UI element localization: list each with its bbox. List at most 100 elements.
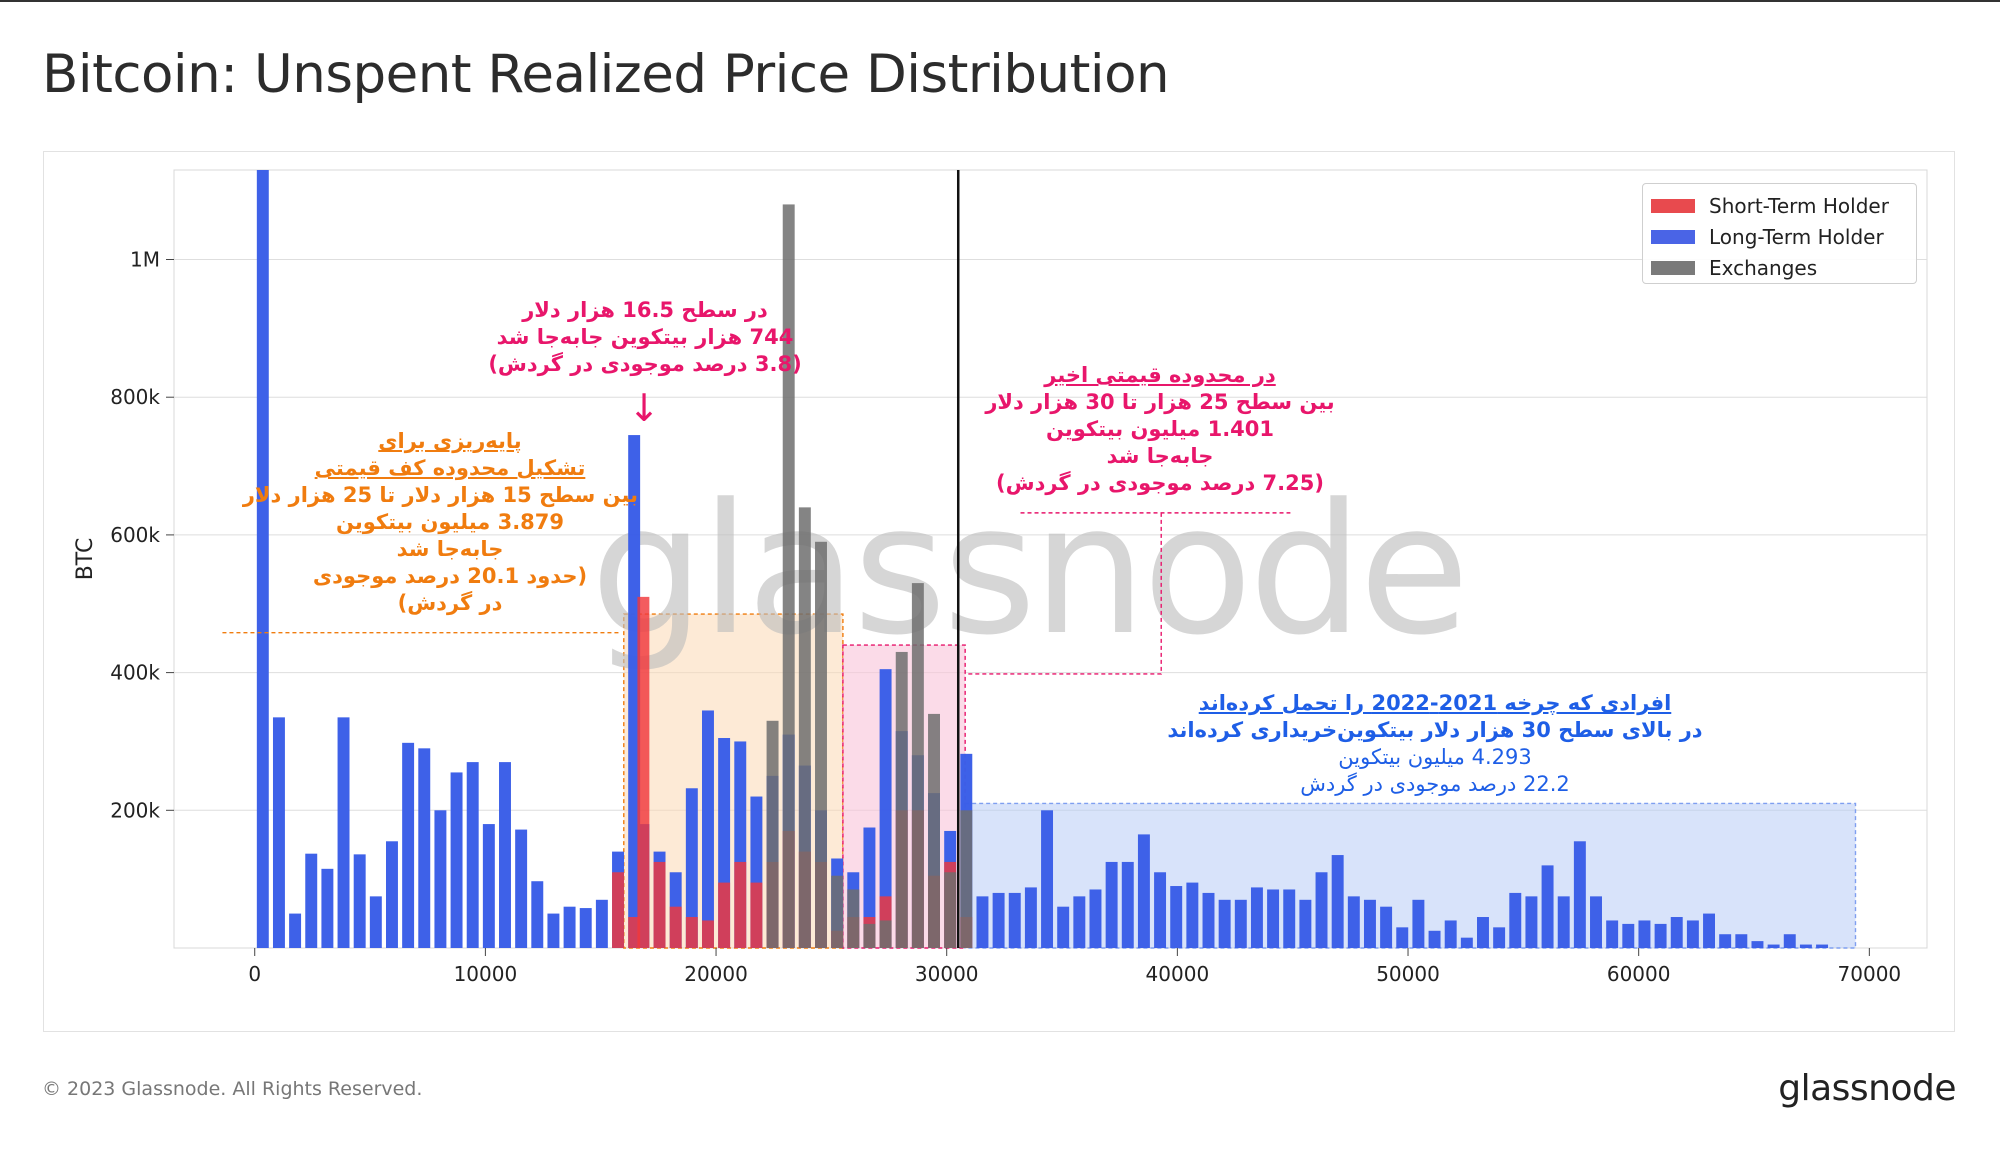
x-tick-label: 60000 <box>1607 962 1671 986</box>
annotation-recent-range: در محدوده قیمتی اخیر بین سطح 25 هزار تا … <box>960 362 1360 497</box>
bar <box>1428 930 1441 948</box>
bar <box>466 762 479 948</box>
bar <box>499 762 511 948</box>
bar <box>1670 917 1683 948</box>
annotation-line: جابه‌جا شد <box>396 537 504 561</box>
bar <box>1154 872 1167 948</box>
bar <box>1460 937 1473 948</box>
bar <box>531 881 544 948</box>
bar <box>1234 899 1247 948</box>
bar <box>612 872 624 948</box>
bar <box>944 872 957 948</box>
bar <box>369 896 382 948</box>
bar <box>928 713 940 948</box>
legend-swatch-lth <box>1651 229 1695 244</box>
bar <box>1041 810 1054 948</box>
bar <box>305 853 318 948</box>
copyright-text: © 2023 Glassnode. All Rights Reserved. <box>42 1078 423 1100</box>
bar <box>1751 941 1764 948</box>
bar <box>685 917 698 948</box>
bar <box>1573 841 1586 948</box>
bar <box>782 204 795 948</box>
bar <box>815 541 827 948</box>
arrow-down-icon: ↓ <box>628 386 660 430</box>
bar <box>718 738 731 948</box>
bar <box>831 875 844 948</box>
bar <box>1283 889 1296 948</box>
bar <box>579 908 592 948</box>
x-tick-label: 70000 <box>1838 962 1902 986</box>
bar <box>1008 892 1021 948</box>
bar <box>669 906 682 948</box>
bar <box>1121 861 1134 948</box>
bar <box>1767 944 1780 948</box>
annotation-line: بین سطح 25 هزار تا 30 هزار دلار <box>985 390 1335 414</box>
annotation-line: در سطح 16.5 هزار دلار <box>522 298 768 322</box>
bar <box>1557 896 1570 948</box>
bar <box>1380 906 1393 948</box>
bar <box>628 917 641 948</box>
bar <box>289 913 302 948</box>
bar <box>337 717 350 948</box>
bar <box>863 923 876 948</box>
bar <box>256 170 269 948</box>
bar <box>1137 834 1150 948</box>
bar <box>1703 913 1716 948</box>
bar <box>718 882 731 948</box>
annotation-line: 22.2 درصد موجودی در گردش <box>1300 772 1570 796</box>
bar <box>1525 896 1538 948</box>
bar <box>321 868 334 948</box>
bar <box>1509 892 1522 948</box>
page-title: Bitcoin: Unspent Realized Price Distribu… <box>42 44 1170 105</box>
bar <box>402 742 415 948</box>
bar <box>1396 927 1409 948</box>
y-axis-label: BTC <box>73 538 98 581</box>
bar <box>701 920 714 948</box>
bar <box>353 854 366 948</box>
bar <box>1170 886 1183 948</box>
bar <box>1799 944 1812 948</box>
x-tick-label: 50000 <box>1376 962 1440 986</box>
bar <box>595 899 608 948</box>
annotation-16k-level: در سطح 16.5 هزار دلار 744 هزار بیتکوین ج… <box>428 297 862 378</box>
bar <box>1783 934 1796 948</box>
chart-legend: Short-Term Holder Long-Term Holder Excha… <box>1642 183 1917 284</box>
leader-recent-range <box>965 512 1291 675</box>
annotation-floor-range: پایه‌ریزی برای تشکیل محدوده کف قیمتی بین… <box>243 428 638 617</box>
bar <box>1686 920 1699 948</box>
series-long-term-holder <box>256 170 1829 948</box>
bar <box>1477 917 1489 948</box>
bar <box>847 889 860 948</box>
bar <box>734 861 747 948</box>
bar <box>1218 899 1231 948</box>
bar <box>1719 934 1732 948</box>
bar <box>960 810 973 948</box>
y-tick-label: 800k <box>110 385 160 409</box>
brand-logo: glassnode <box>1778 1068 1956 1109</box>
bar <box>1347 896 1360 948</box>
y-tick-label: 200k <box>110 798 160 822</box>
annotation-line: (حدود 20.1 درصد موجودی <box>312 564 588 588</box>
bar <box>272 717 285 948</box>
annotation-line: 3.879 میلیون بیتکوین <box>335 510 565 534</box>
y-tick-label: 1M <box>130 248 160 272</box>
x-tick-label: 0 <box>248 962 261 986</box>
bar <box>798 507 811 948</box>
annotation-line: جابه‌جا شد <box>1106 444 1214 468</box>
bar <box>385 841 398 948</box>
bar <box>1105 861 1118 948</box>
bar <box>1638 920 1651 948</box>
annotation-line: در بالای سطح 30 هزار دلار بیتکوین‌خریدار… <box>1167 718 1703 742</box>
bar <box>1331 855 1344 948</box>
legend-swatch-sth <box>1651 198 1695 213</box>
bar <box>628 435 641 948</box>
bar <box>911 583 924 948</box>
annotation-line: در گردش) <box>397 591 503 615</box>
bar <box>1315 872 1328 948</box>
legend-item: Exchanges <box>1651 252 1908 283</box>
bar <box>863 827 876 948</box>
bar <box>1089 889 1102 948</box>
bar <box>750 796 763 948</box>
bar <box>1202 892 1215 948</box>
